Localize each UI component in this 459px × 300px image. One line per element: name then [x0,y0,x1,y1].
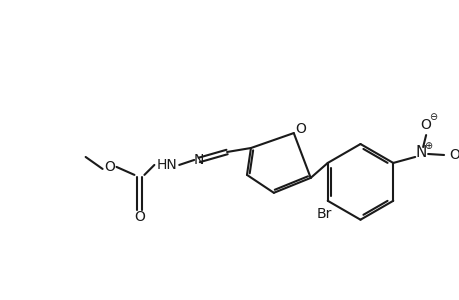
Text: N: N [194,153,204,167]
Text: O: O [104,160,115,174]
Text: O: O [295,122,306,136]
Text: ⊕: ⊕ [423,141,431,151]
Text: Br: Br [316,207,332,221]
Text: N: N [414,146,426,160]
Text: ⊖: ⊖ [428,112,436,122]
Text: O: O [134,210,145,224]
Text: HN: HN [157,158,177,172]
Text: O: O [420,118,431,132]
Text: O: O [448,148,459,162]
